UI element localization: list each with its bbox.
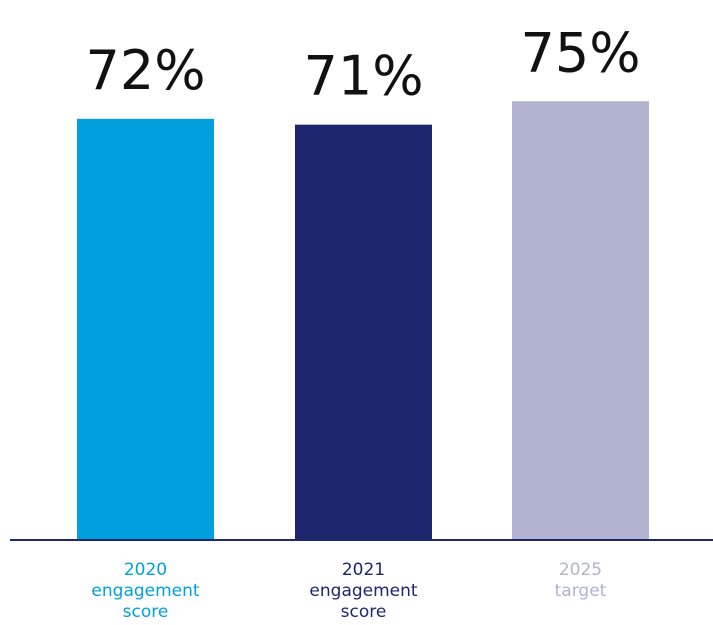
value-label-1: 71%: [303, 45, 423, 108]
category-label-0: 2020 engagement score: [91, 560, 199, 622]
category-label-1: 2021 engagement score: [309, 560, 417, 622]
value-labels-group: 72% 71% 75%: [85, 21, 640, 107]
bar-0: [77, 118, 214, 541]
category-label-2: 2025 target: [555, 560, 607, 601]
value-label-0: 72%: [85, 39, 205, 102]
value-label-2: 75%: [520, 21, 640, 84]
bar-2: [512, 101, 649, 540]
category-labels-group: 2020 engagement score 2021 engagement score 20…: [91, 560, 606, 622]
bars-group: [77, 101, 649, 541]
bar-1: [295, 124, 432, 541]
